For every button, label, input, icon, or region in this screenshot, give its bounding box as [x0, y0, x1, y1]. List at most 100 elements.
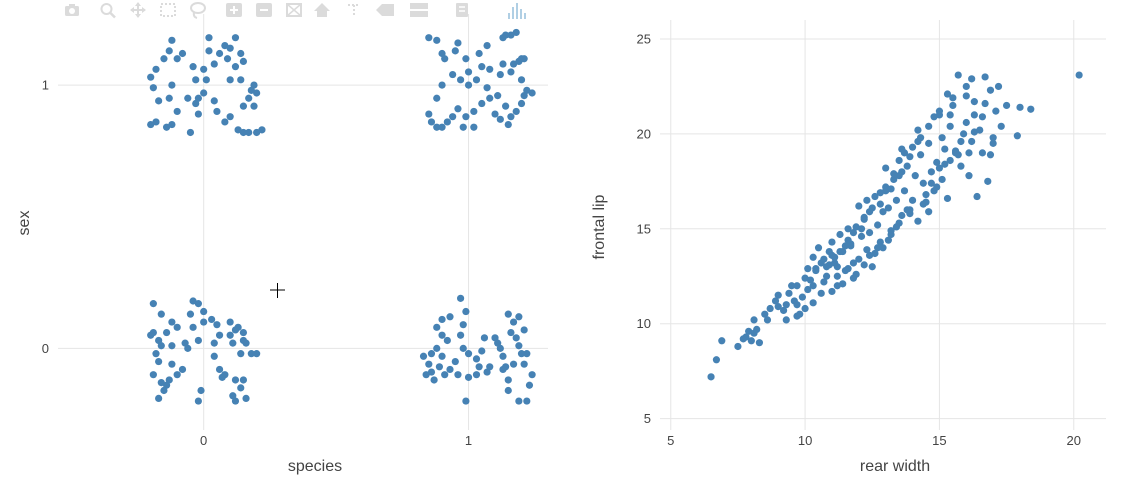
right-data-point[interactable]	[774, 303, 782, 311]
left-data-point[interactable]	[486, 94, 494, 102]
left-data-point[interactable]	[443, 118, 451, 126]
left-data-point[interactable]	[520, 326, 528, 334]
right-data-point[interactable]	[844, 265, 852, 273]
right-data-point[interactable]	[871, 192, 879, 201]
left-data-point[interactable]	[210, 97, 218, 105]
left-data-point[interactable]	[435, 363, 444, 371]
left-data-point[interactable]	[507, 68, 515, 76]
right-data-point[interactable]	[914, 217, 922, 225]
right-data-point[interactable]	[766, 304, 774, 313]
right-data-point[interactable]	[957, 137, 965, 146]
left-data-point[interactable]	[162, 328, 171, 337]
right-data-point[interactable]	[755, 339, 764, 347]
left-data-point[interactable]	[210, 60, 218, 68]
right-data-point[interactable]	[801, 304, 809, 313]
left-data-point[interactable]	[221, 371, 229, 379]
right-data-point[interactable]	[887, 230, 895, 239]
left-data-point[interactable]	[245, 94, 253, 102]
right-data-point[interactable]	[1027, 105, 1035, 113]
right-data-point[interactable]	[895, 219, 903, 227]
left-data-point[interactable]	[496, 115, 504, 123]
left-data-point[interactable]	[454, 105, 462, 113]
left-data-point[interactable]	[192, 76, 200, 84]
right-data-point[interactable]	[788, 282, 796, 290]
left-data-point[interactable]	[504, 120, 512, 129]
left-data-point[interactable]	[197, 386, 205, 395]
right-data-point[interactable]	[884, 236, 892, 244]
left-data-point[interactable]	[446, 313, 454, 321]
left-data-point[interactable]	[470, 107, 478, 116]
left-data-point[interactable]	[494, 92, 502, 100]
right-data-point[interactable]	[914, 126, 922, 134]
right-data-point[interactable]	[911, 172, 919, 180]
right-data-point[interactable]	[903, 206, 911, 214]
left-data-point[interactable]	[245, 128, 253, 137]
left-data-point[interactable]	[438, 352, 446, 360]
right-data-point[interactable]	[806, 276, 815, 284]
left-data-point[interactable]	[237, 384, 245, 392]
right-data-point[interactable]	[857, 225, 866, 233]
right-data-point[interactable]	[1002, 101, 1011, 110]
right-data-point[interactable]	[962, 82, 970, 91]
left-data-point[interactable]	[478, 347, 486, 355]
left-data-point[interactable]	[239, 128, 248, 137]
left-data-point[interactable]	[173, 371, 181, 379]
right-data-point[interactable]	[917, 134, 925, 142]
right-data-point[interactable]	[908, 196, 917, 204]
left-data-point[interactable]	[168, 360, 176, 368]
left-data-point[interactable]	[433, 36, 441, 44]
left-data-point[interactable]	[502, 102, 510, 110]
pan-icon[interactable]	[128, 1, 148, 19]
left-data-point[interactable]	[186, 128, 195, 137]
left-data-point[interactable]	[496, 70, 504, 79]
left-data-point[interactable]	[483, 368, 491, 376]
left-data-point[interactable]	[253, 350, 261, 358]
left-data-point[interactable]	[258, 126, 266, 134]
camera-icon[interactable]	[62, 1, 82, 19]
left-data-point[interactable]	[178, 49, 187, 58]
right-data-point[interactable]	[943, 90, 952, 98]
left-data-point[interactable]	[173, 107, 181, 116]
right-data-point[interactable]	[957, 162, 965, 170]
right-data-point[interactable]	[884, 204, 892, 212]
left-data-point[interactable]	[250, 102, 258, 110]
left-data-point[interactable]	[155, 97, 163, 105]
right-data-point[interactable]	[908, 143, 917, 151]
right-data-point[interactable]	[951, 147, 960, 155]
left-data-point[interactable]	[215, 49, 224, 58]
right-data-point[interactable]	[954, 71, 962, 79]
left-data-point[interactable]	[427, 368, 436, 376]
left-data-point[interactable]	[520, 55, 528, 63]
left-data-point[interactable]	[200, 65, 208, 73]
left-data-point[interactable]	[165, 94, 173, 102]
left-data-point[interactable]	[515, 342, 523, 350]
right-data-point[interactable]	[919, 179, 927, 187]
right-data-point[interactable]	[927, 179, 935, 187]
right-data-point[interactable]	[804, 265, 812, 273]
left-data-point[interactable]	[202, 76, 210, 84]
left-data-point[interactable]	[454, 39, 462, 47]
right-data-point[interactable]	[820, 255, 828, 263]
right-data-point[interactable]	[761, 310, 769, 318]
right-data-point[interactable]	[855, 202, 863, 210]
right-data-point[interactable]	[793, 312, 801, 320]
right-data-point[interactable]	[968, 137, 976, 146]
left-data-point[interactable]	[507, 113, 515, 121]
left-data-point[interactable]	[515, 313, 523, 321]
plotly-logo-icon[interactable]	[506, 1, 526, 19]
right-data-point[interactable]	[809, 299, 817, 307]
left-data-point[interactable]	[213, 321, 221, 329]
left-data-point[interactable]	[237, 49, 245, 58]
right-data-point[interactable]	[874, 221, 882, 229]
right-data-point[interactable]	[718, 337, 726, 345]
left-data-point[interactable]	[200, 307, 208, 316]
left-data-point[interactable]	[441, 55, 449, 63]
right-data-point[interactable]	[863, 196, 871, 204]
right-data-point[interactable]	[774, 291, 782, 299]
right-data-point[interactable]	[809, 253, 817, 261]
left-data-point[interactable]	[512, 334, 520, 342]
toggle-plotly-icon[interactable]	[452, 1, 472, 19]
left-data-point[interactable]	[226, 318, 234, 326]
left-data-point[interactable]	[451, 47, 459, 55]
left-data-point[interactable]	[168, 342, 176, 350]
